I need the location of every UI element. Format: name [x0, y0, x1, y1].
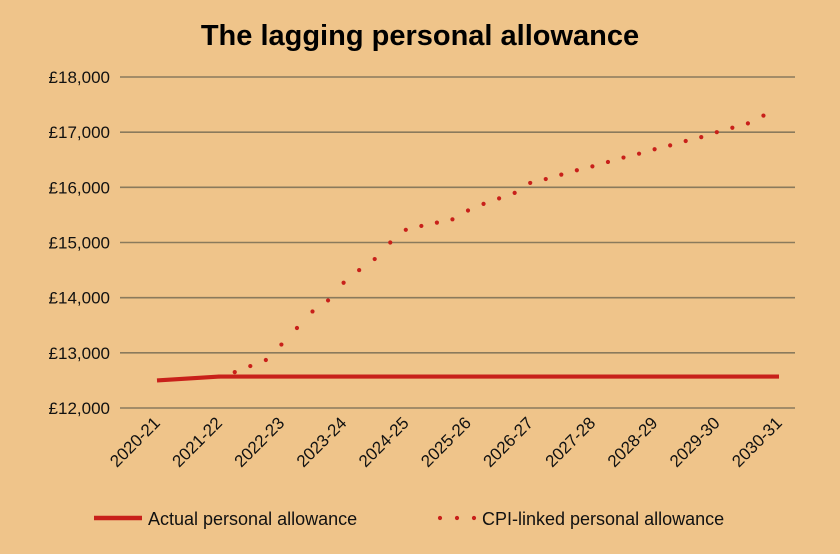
series-point-cpi	[217, 374, 222, 379]
y-tick-label: £18,000	[49, 68, 110, 87]
series-point-cpi	[279, 342, 284, 347]
legend-label-actual: Actual personal allowance	[148, 509, 357, 529]
y-tick-label: £12,000	[49, 399, 110, 418]
series-point-cpi	[668, 143, 673, 148]
series-point-cpi	[512, 190, 517, 195]
legend-dot	[471, 515, 477, 521]
x-tick-label: 2021-22	[168, 413, 226, 471]
series-layer	[156, 113, 779, 383]
series-point-cpi	[388, 240, 393, 245]
series-point-cpi	[419, 223, 424, 229]
y-tick-label: £15,000	[49, 234, 110, 253]
series-point-cpi	[714, 130, 719, 135]
series-point-cpi	[263, 357, 268, 363]
x-tick-label: 2022-23	[231, 413, 289, 471]
series-point-cpi	[621, 155, 626, 160]
x-tick-label: 2025-26	[417, 413, 475, 471]
x-tick-label: 2029-30	[666, 413, 724, 471]
x-tick-label: 2026-27	[479, 413, 537, 471]
series-point-cpi	[497, 196, 502, 201]
series-point-cpi	[372, 256, 377, 262]
series-point-cpi	[403, 227, 408, 232]
series-point-cpi	[683, 138, 688, 144]
y-tick-label: £16,000	[49, 178, 110, 197]
series-point-cpi	[636, 151, 642, 156]
series-point-cpi	[605, 159, 611, 165]
series-point-cpi	[730, 125, 735, 130]
series-point-cpi	[699, 135, 704, 140]
series-point-cpi	[481, 201, 486, 206]
legend-swatch-cpi	[437, 515, 477, 521]
legend: Actual personal allowance CPI-linked per…	[94, 509, 724, 529]
series-point-cpi	[325, 298, 331, 303]
series-point-cpi	[434, 220, 439, 225]
x-tick-label: 2023-24	[293, 413, 351, 471]
x-tick-label: 2024-25	[355, 413, 413, 471]
series-point-cpi	[294, 325, 300, 331]
legend-label-cpi: CPI-linked personal allowance	[482, 509, 724, 529]
series-point-cpi	[761, 113, 766, 118]
series-point-cpi	[574, 168, 579, 173]
series-point-cpi	[248, 363, 253, 369]
series-line-actual	[156, 374, 779, 383]
grid-layer	[120, 76, 795, 409]
series-point-cpi	[652, 147, 657, 152]
y-tick-label: £13,000	[49, 344, 110, 363]
series-point-cpi	[543, 176, 548, 182]
series-point-cpi	[590, 164, 595, 169]
series-point-cpi	[341, 280, 346, 285]
series-point-cpi	[357, 267, 362, 273]
y-tick-label: £17,000	[49, 123, 110, 142]
y-tick-label: £14,000	[49, 289, 110, 308]
series-point-cpi	[310, 309, 315, 314]
x-tick-label: 2028-29	[604, 413, 662, 471]
y-axis-ticks: £12,000 £13,000 £14,000 £15,000 £16,000 £17,0…	[49, 68, 110, 418]
series-point-cpi	[559, 172, 564, 177]
x-tick-label: 2027-28	[542, 413, 600, 471]
legend-dot	[437, 515, 443, 521]
series-point-cpi	[528, 180, 533, 186]
x-tick-label: 2030-31	[728, 413, 786, 471]
x-axis-ticks: 2020-21 2021-22 2022-23 2023-24 2024-25 2025-…	[106, 413, 786, 471]
legend-dot	[454, 515, 460, 521]
series-point-cpi	[745, 121, 751, 126]
series-point-cpi	[232, 370, 237, 375]
x-tick-label: 2020-21	[106, 413, 164, 471]
series-point-cpi	[465, 208, 471, 213]
series-point-cpi	[450, 217, 455, 222]
chart-title: The lagging personal allowance	[201, 20, 639, 52]
